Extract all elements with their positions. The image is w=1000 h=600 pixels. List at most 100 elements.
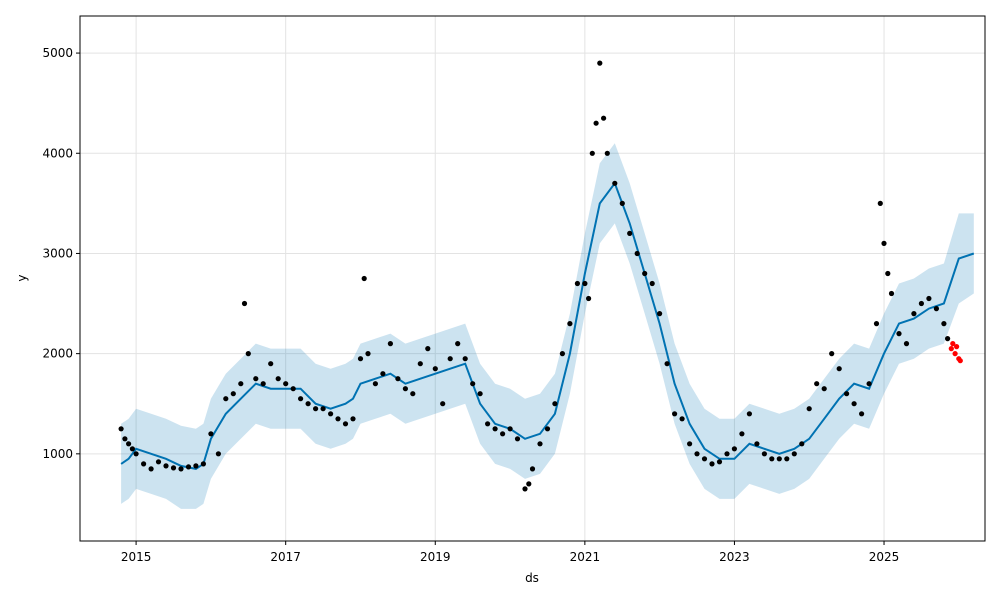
y-tick-label: 3000 <box>42 246 73 260</box>
observed-point <box>178 466 184 472</box>
observed-point <box>567 321 573 327</box>
observed-point <box>784 456 790 462</box>
observed-point <box>380 371 386 377</box>
observed-point <box>657 311 663 317</box>
observed-point <box>672 411 678 417</box>
observed-point <box>537 441 543 447</box>
observed-point <box>387 341 393 347</box>
observed-point <box>634 250 640 257</box>
x-tick-label: 2015 <box>121 550 152 564</box>
observed-point <box>866 381 872 387</box>
observed-point <box>881 240 887 246</box>
observed-point <box>432 366 438 372</box>
observed-point <box>185 464 192 470</box>
observed-point <box>268 361 274 367</box>
observed-point <box>829 351 835 357</box>
observed-point <box>200 461 206 467</box>
observed-point <box>328 411 334 417</box>
recent-observed-points <box>948 341 963 364</box>
uncertainty-area <box>121 143 974 509</box>
observed-point <box>350 416 356 422</box>
x-tick-label: 2019 <box>420 550 451 564</box>
observed-point <box>844 391 850 397</box>
y-tick-label: 1000 <box>42 447 73 461</box>
y-tick-label: 4000 <box>42 146 73 160</box>
observed-point <box>410 391 416 397</box>
observed-point <box>148 466 154 472</box>
plot-frame <box>79 15 986 542</box>
observed-point <box>552 401 558 407</box>
observed-point <box>559 351 566 357</box>
x-tick-label: 2021 <box>570 550 601 564</box>
observed-point <box>141 461 147 467</box>
observed-point <box>926 295 932 302</box>
observed-point <box>305 401 311 407</box>
recent-observed-point <box>952 351 958 357</box>
observed-point <box>163 463 169 469</box>
observed-point <box>604 150 610 156</box>
observed-point <box>877 200 883 206</box>
observed-point <box>492 426 498 432</box>
forecast-line-group <box>120 181 975 470</box>
observed-point <box>129 446 135 452</box>
grid <box>80 16 985 541</box>
observed-point <box>507 426 513 432</box>
recent-observed-point <box>954 344 960 350</box>
observed-point <box>799 441 805 447</box>
observed-point <box>582 280 588 287</box>
observed-point <box>155 459 162 465</box>
observed-point <box>455 341 461 347</box>
observed-point <box>425 346 431 352</box>
observed-point <box>836 366 842 372</box>
observed-point <box>649 280 655 287</box>
observed-point <box>769 456 775 462</box>
observed-point <box>694 451 700 457</box>
observed-point <box>941 321 947 327</box>
observed-point <box>462 356 468 362</box>
observed-point <box>470 381 476 387</box>
observed-point <box>739 431 745 437</box>
observed-point <box>357 356 364 362</box>
observed-point <box>440 401 446 407</box>
observed-point <box>731 446 738 452</box>
observed-point <box>372 381 378 387</box>
observed-point <box>253 376 259 382</box>
observed-point <box>118 426 124 432</box>
observed-point <box>529 466 536 472</box>
observed-point <box>664 361 670 367</box>
observed-point <box>612 180 618 186</box>
observed-point <box>746 411 753 417</box>
observed-point <box>945 336 951 342</box>
observed-point <box>335 416 341 422</box>
observed-point <box>417 361 423 367</box>
forecast-line <box>120 181 975 470</box>
observed-points <box>118 60 951 492</box>
x-tick-label: 2017 <box>270 550 301 564</box>
x-tick-label: 2025 <box>869 550 900 564</box>
observed-point <box>447 356 453 362</box>
y-axis-label: y <box>15 274 29 281</box>
observed-point <box>589 150 595 156</box>
observed-point <box>320 406 326 412</box>
observed-point <box>290 386 296 392</box>
observed-point <box>477 391 483 397</box>
x-tick-label: 2023 <box>719 550 750 564</box>
observed-point <box>574 280 581 287</box>
observed-point <box>402 386 408 392</box>
observed-point <box>500 431 506 437</box>
observed-point <box>814 381 820 387</box>
observed-point <box>275 376 281 382</box>
observed-point <box>701 456 708 462</box>
observed-point <box>586 295 592 302</box>
observed-point <box>597 60 603 66</box>
observed-point <box>223 396 229 402</box>
y-axis-ticks: 1000 2000 3000 4000 5000 <box>42 46 80 461</box>
observed-point <box>215 451 221 457</box>
observed-point <box>208 431 214 437</box>
observed-point <box>918 300 925 307</box>
y-tick-label: 5000 <box>42 46 73 60</box>
observed-point <box>724 451 730 457</box>
observed-point <box>716 459 723 465</box>
uncertainty-band <box>121 143 974 509</box>
observed-point <box>911 311 917 317</box>
